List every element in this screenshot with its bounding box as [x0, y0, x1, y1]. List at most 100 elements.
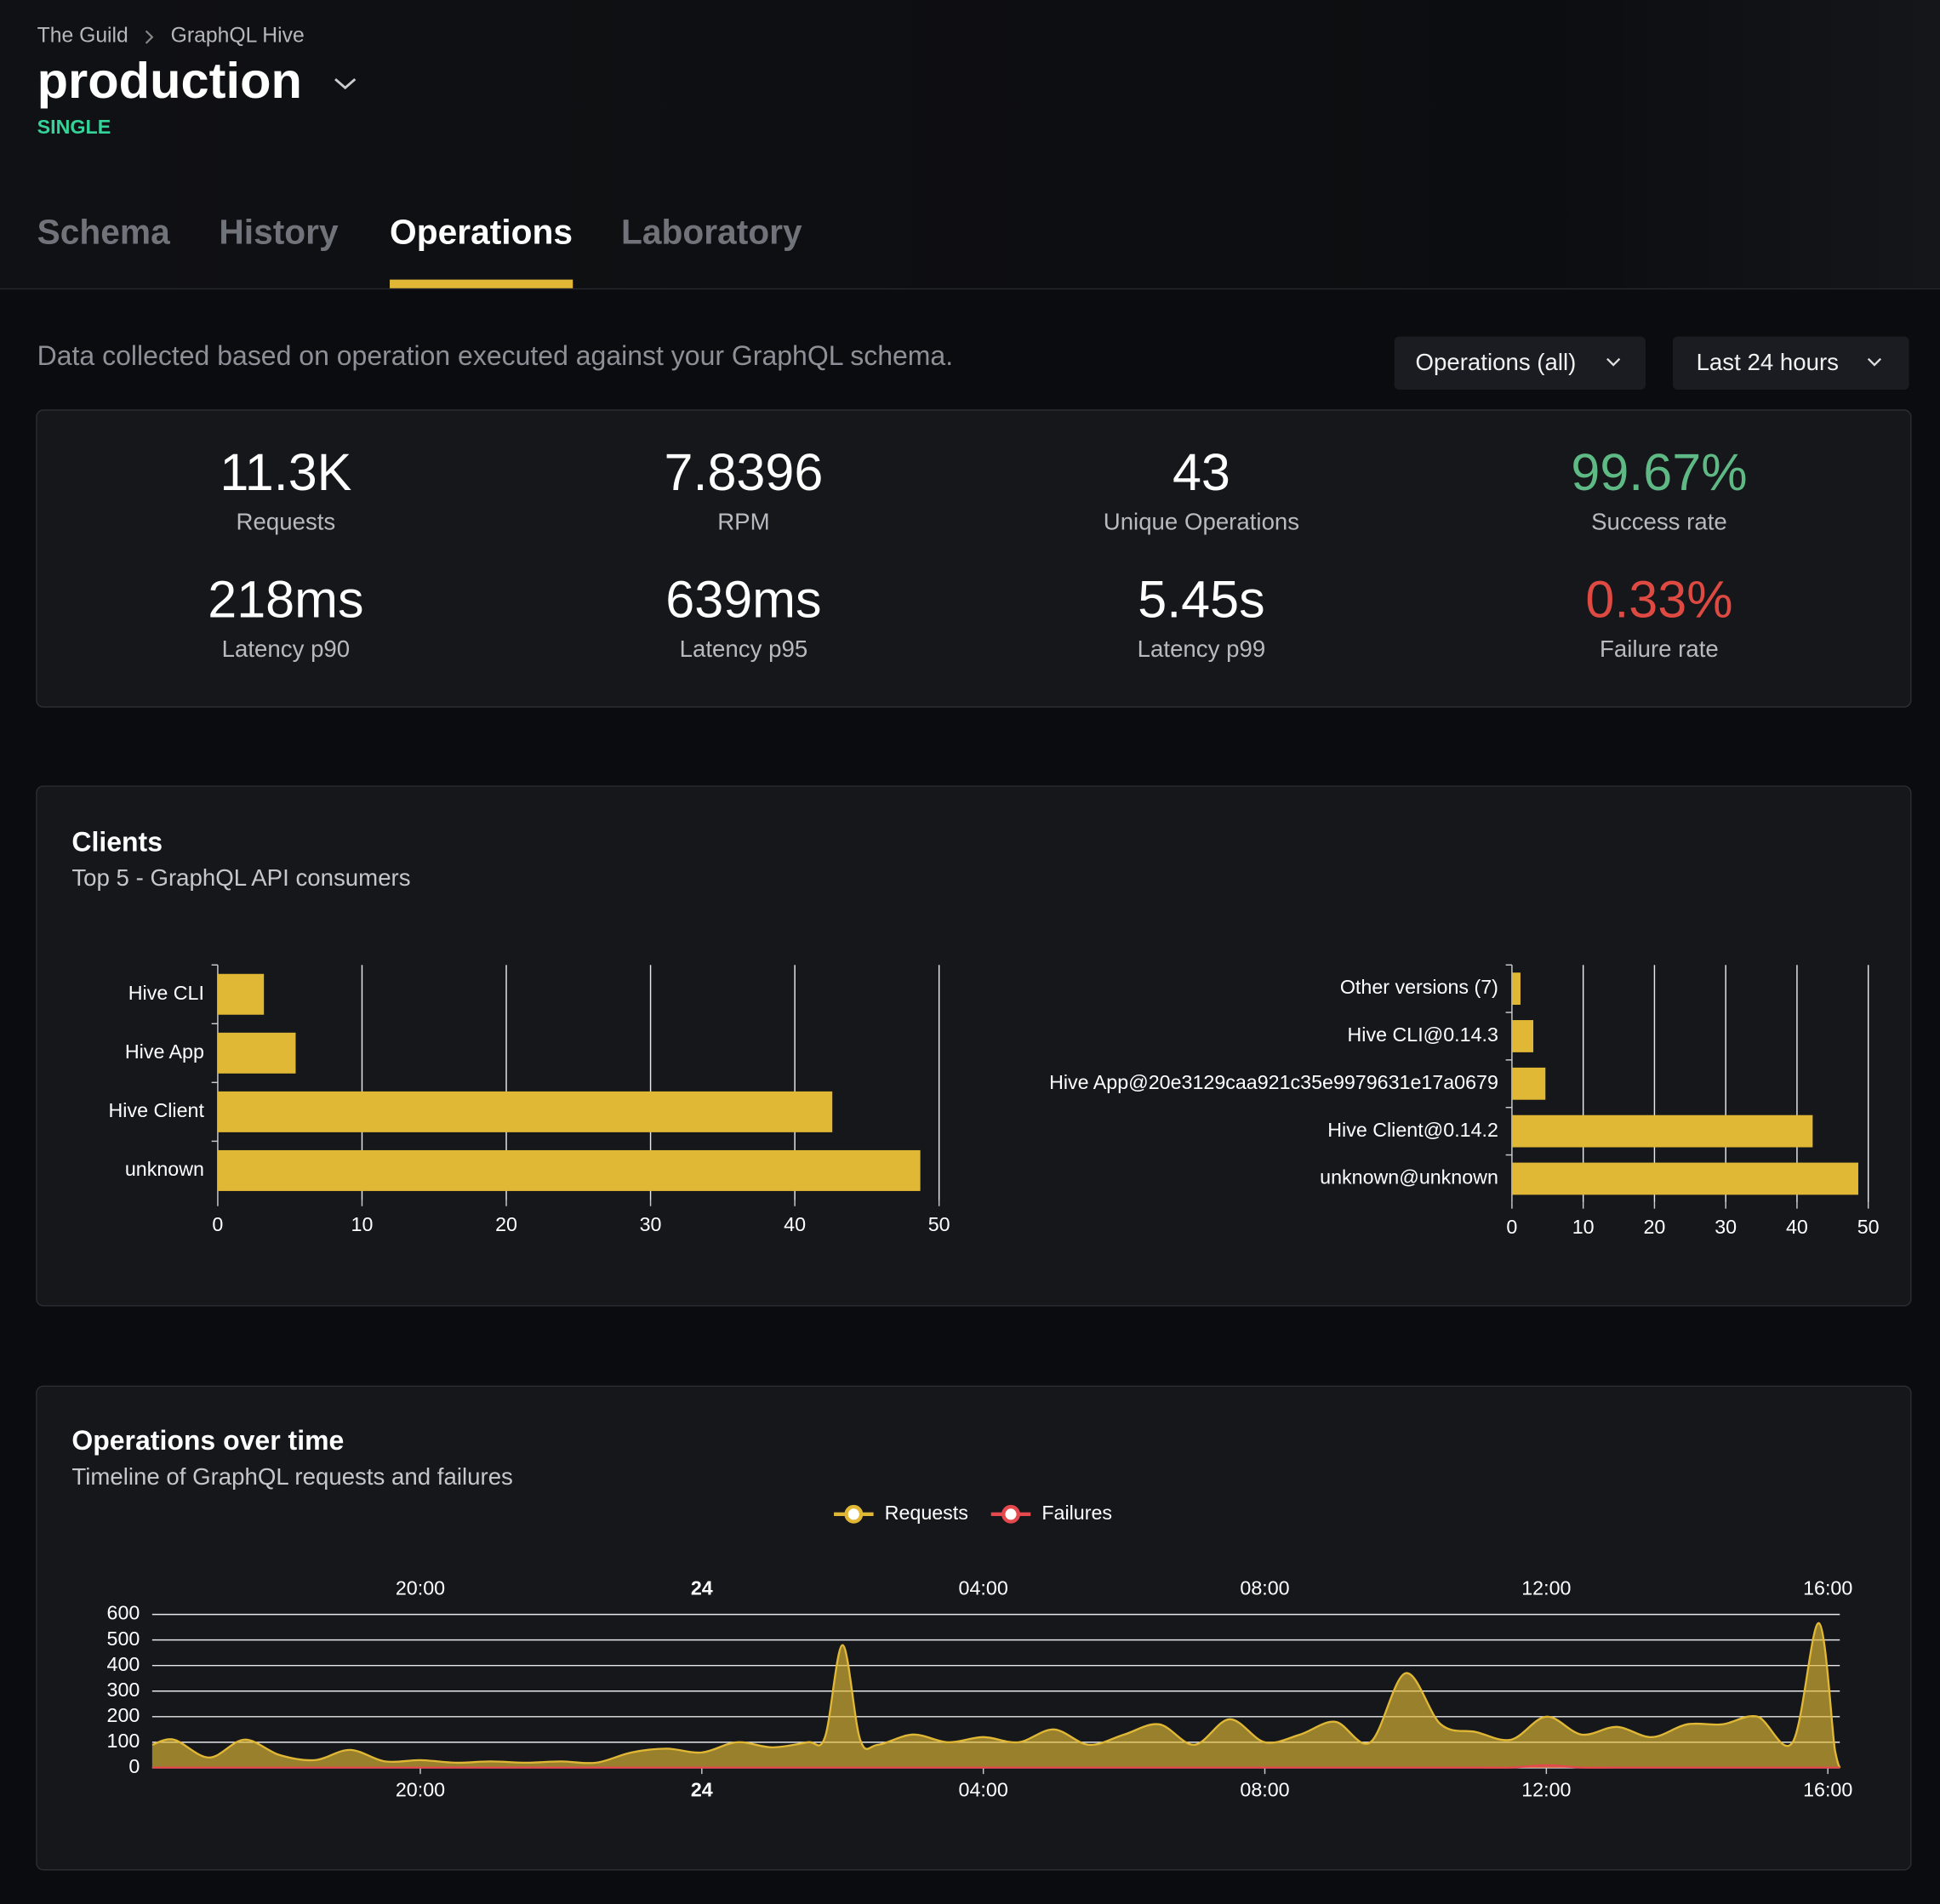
- panel-title: Clients: [71, 826, 163, 858]
- tab[interactable]: Schema: [37, 213, 170, 252]
- x-tick-label: 24: [691, 1779, 713, 1801]
- x-tick-label: 08:00: [1240, 1779, 1289, 1801]
- stat-value: 43: [1172, 442, 1230, 501]
- legend-label: Failures: [1041, 1502, 1112, 1524]
- x-tick-label: 20:00: [396, 1779, 445, 1801]
- tab[interactable]: Operations: [390, 213, 573, 252]
- legend-marker: [844, 1504, 864, 1524]
- stat-value: 639ms: [665, 570, 822, 629]
- x-tick-label: 30: [1715, 1216, 1737, 1238]
- panel-subtitle: Top 5 - GraphQL API consumers: [71, 865, 411, 892]
- y-tick-label: Hive Client: [109, 1099, 205, 1121]
- x-tick-label: 40: [1786, 1216, 1808, 1238]
- x-tick-label: 04:00: [959, 1779, 1008, 1801]
- x-tick-label: 30: [640, 1213, 662, 1235]
- y-tick-label: Hive App@20e3129caa921c35e9979631e17a067…: [1049, 1071, 1498, 1093]
- x-tick-label: 16:00: [1803, 1779, 1852, 1801]
- stat-label: Unique Operations: [1103, 510, 1300, 536]
- x-tick-label-top: 12:00: [1521, 1577, 1571, 1599]
- stat-value: 11.3K: [220, 442, 352, 501]
- operations-filter[interactable]: Operations (all): [1394, 336, 1646, 390]
- x-tick-label: 12:00: [1521, 1779, 1571, 1801]
- y-tick-label: 400: [107, 1653, 140, 1675]
- chevron: [1606, 357, 1621, 367]
- y-tick-label: 600: [107, 1602, 140, 1624]
- series-line: [151, 1622, 1841, 1769]
- x-tick-label: 0: [1506, 1216, 1517, 1238]
- stat-label: Requests: [236, 510, 336, 536]
- y-tick-label: Hive Client@0.14.2: [1327, 1119, 1498, 1141]
- bar: [217, 1091, 833, 1132]
- y-tick-label: unknown: [125, 1158, 204, 1180]
- y-tick-label: 100: [107, 1730, 140, 1752]
- stats-panel: [36, 409, 1912, 708]
- stat-value: 99.67%: [1571, 442, 1748, 501]
- bar: [1511, 1020, 1534, 1052]
- y-tick-label: Hive App: [125, 1040, 204, 1063]
- x-tick-label-top: 16:00: [1803, 1577, 1852, 1599]
- bar: [1511, 1114, 1813, 1148]
- filter-label: Last 24 hours: [1696, 350, 1839, 377]
- x-tick-label: 50: [928, 1213, 950, 1235]
- chevron: [1867, 357, 1882, 367]
- header: [0, 0, 1940, 290]
- breadcrumb-link[interactable]: GraphQL Hive: [170, 23, 305, 48]
- x-tick-label-top: 24: [691, 1577, 713, 1599]
- x-tick-label: 10: [1572, 1216, 1595, 1238]
- y-tick-label: 200: [107, 1704, 140, 1726]
- stat-value: 0.33%: [1585, 570, 1733, 629]
- y-tick-label: Other versions (7): [1340, 976, 1498, 998]
- stat-label: Latency p95: [679, 636, 808, 664]
- bar: [1511, 1067, 1546, 1100]
- legend-marker: [1001, 1504, 1020, 1524]
- stat-label: Latency p90: [221, 636, 351, 664]
- x-tick-label: 40: [784, 1213, 806, 1235]
- active-tab-indicator: [390, 279, 573, 288]
- y-tick-label: Hive CLI@0.14.3: [1348, 1023, 1498, 1046]
- panel-subtitle: Timeline of GraphQL requests and failure…: [71, 1464, 513, 1491]
- title-dropdown[interactable]: [332, 74, 359, 94]
- breadcrumb-link[interactable]: The Guild: [37, 23, 128, 48]
- tab[interactable]: Laboratory: [620, 213, 802, 252]
- stat-value: 7.8396: [664, 442, 824, 501]
- area-fill: [151, 1622, 1840, 1768]
- y-tick-label: 500: [107, 1628, 140, 1650]
- clients-panel: [36, 785, 1912, 1307]
- tab[interactable]: History: [219, 213, 339, 252]
- page-title: production: [37, 52, 302, 109]
- bar: [1511, 1162, 1858, 1195]
- bar: [217, 973, 265, 1015]
- stat-value: 218ms: [208, 570, 364, 629]
- stat-label: Success rate: [1591, 510, 1727, 536]
- x-tick-label-top: 04:00: [959, 1577, 1008, 1599]
- x-tick-label: 20: [495, 1213, 517, 1235]
- x-tick-label-top: 20:00: [396, 1577, 445, 1599]
- stat-value: 5.45s: [1138, 570, 1265, 629]
- filter-label: Operations (all): [1415, 350, 1577, 377]
- bar: [217, 1032, 296, 1074]
- legend-label: Requests: [885, 1502, 968, 1524]
- x-tick-label: 10: [351, 1213, 374, 1235]
- stat-label: RPM: [717, 510, 770, 536]
- y-tick-label: unknown@unknown: [1320, 1166, 1498, 1189]
- y-tick-label: 300: [107, 1679, 140, 1701]
- breadcrumb-separator: [145, 30, 154, 44]
- y-tick-label: 0: [128, 1755, 140, 1777]
- bar: [1511, 972, 1521, 1006]
- bar: [217, 1149, 921, 1191]
- badge: SINGLE: [37, 117, 111, 139]
- description: Data collected based on operation execut…: [37, 339, 954, 372]
- stat-label: Failure rate: [1600, 636, 1719, 664]
- x-tick-label: 20: [1643, 1216, 1665, 1238]
- period-filter[interactable]: Last 24 hours: [1672, 336, 1909, 390]
- x-tick-label-top: 08:00: [1240, 1577, 1289, 1599]
- series-line: [151, 1764, 1840, 1769]
- y-tick-label: Hive CLI: [128, 982, 204, 1004]
- x-tick-label: 0: [212, 1213, 223, 1235]
- x-tick-label: 50: [1857, 1216, 1880, 1238]
- timeline-panel: [36, 1385, 1912, 1871]
- panel-title: Operations over time: [71, 1425, 345, 1457]
